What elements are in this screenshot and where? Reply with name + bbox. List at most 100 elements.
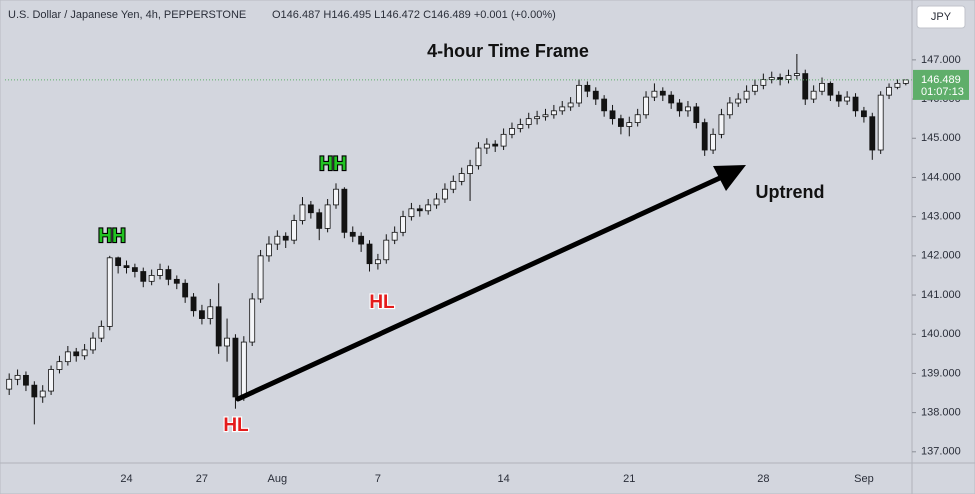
y-tick-label: 137.000 [921,446,961,458]
candle-body [358,235,365,245]
candle-body [542,114,549,118]
candle-body [190,296,197,312]
candle-body [651,90,658,98]
candle-body [525,118,532,125]
candle-body [48,369,55,392]
candle-body [701,122,708,151]
candle-body [869,116,876,151]
trend-arrow-head [713,165,746,191]
candle-body [282,235,289,241]
candle-body [802,73,809,100]
candle-body [735,98,742,104]
candle-body [643,96,649,116]
candle-body [852,96,859,112]
candle-body [148,275,155,282]
x-tick-label: Aug [268,473,288,485]
candle-body [785,75,792,80]
y-tick-label: 139.000 [921,367,961,379]
candle-body [266,243,272,257]
y-tick-label: 144.000 [921,171,961,183]
candle-body [819,82,825,92]
candle-body [341,188,348,233]
candle-body [793,73,800,76]
candle-body [693,106,700,123]
candle-body [240,341,247,398]
currency-label[interactable]: JPY [931,11,952,23]
candle-body [199,310,205,319]
countdown-label: 01:07:13 [921,86,964,98]
candle-body [844,96,851,102]
candle-body [64,351,71,363]
candle-body [140,271,147,282]
candle-body [182,282,189,298]
y-tick-label: 143.000 [921,211,961,223]
candle-body [584,84,591,92]
candle-body [626,122,633,127]
candle-body [106,257,113,327]
candle-body [383,239,390,261]
candle-body [894,82,901,88]
candle-body [726,102,733,116]
candle-body [668,94,675,104]
annotation-hh: HH [98,226,125,247]
candle-body [366,243,373,265]
candle-body [710,133,716,151]
candle-body [433,198,440,206]
annotation-hh: HH [319,154,346,175]
candle-body [224,337,230,347]
candle-body [609,110,616,120]
annotation-hl: HL [369,292,395,313]
candle-body [777,77,784,80]
candle-body [249,298,256,343]
candle-body [232,337,239,398]
currency-button[interactable] [916,5,966,29]
candle-body [207,306,214,319]
candle-body [877,94,884,151]
candle-body [458,173,465,182]
candle-body [6,378,13,390]
candle-body [316,212,323,229]
candle-body [810,90,817,100]
x-tick-label: 24 [120,473,132,485]
candle-body [274,235,281,245]
candle-body [324,204,331,229]
y-tick-label: 141.000 [921,289,961,301]
candle-body [760,79,767,86]
candle-body [550,110,557,116]
candle-body [257,255,264,300]
candle-body [115,257,122,267]
y-tick-label: 147.000 [921,54,961,66]
candle-body [173,278,180,284]
candle-body [31,384,38,398]
candle-body [374,259,381,265]
trend-arrow-shaft [235,174,725,402]
candle-body [425,204,432,212]
candle-body [534,116,541,120]
candle-body [81,349,88,357]
last-price-box [913,69,969,100]
candle-body [442,188,448,200]
candle-body [299,204,306,221]
y-tick-label: 140.000 [921,328,961,340]
candle-body [827,82,834,96]
candle-body [576,84,582,104]
candle-body [14,374,21,380]
candle-body [39,390,46,398]
x-tick-label: Sep [854,473,874,485]
candle-body [291,220,298,241]
candle-body [902,79,909,84]
y-tick-label: 138.000 [921,407,961,419]
candle-body [567,102,574,108]
x-tick-label: 7 [375,473,381,485]
candle-body [659,90,666,96]
candle-body [517,124,524,129]
candle-body [475,147,482,167]
candle-body [509,128,515,135]
candle-body [215,306,222,347]
annotation-hl: HL [223,415,249,436]
candle-body [416,208,423,212]
candle-body [349,231,356,237]
candle-body [592,90,599,100]
